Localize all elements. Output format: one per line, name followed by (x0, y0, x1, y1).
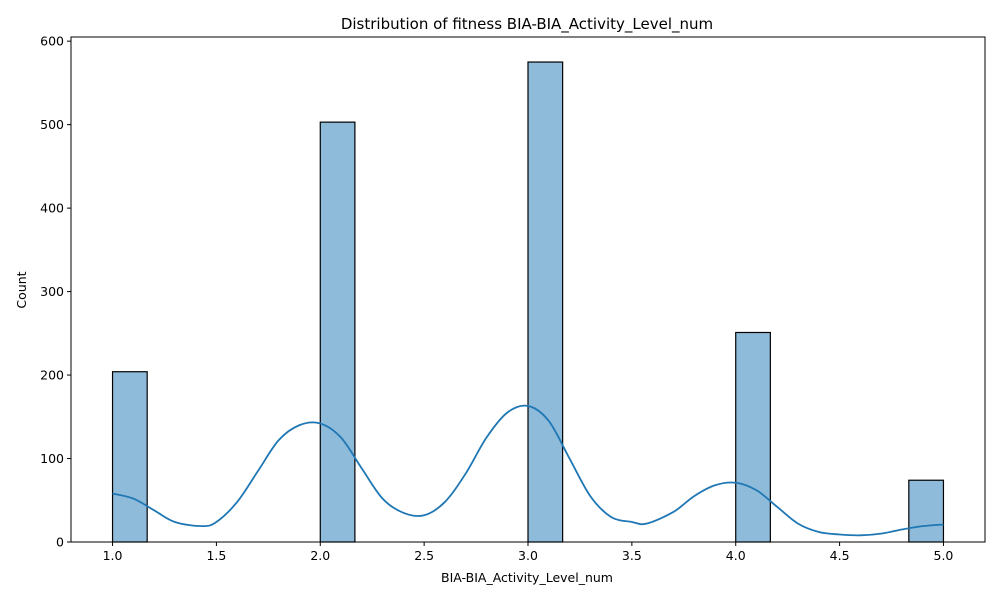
x-tick-label: 4.5 (830, 548, 850, 563)
x-tick-label: 1.0 (103, 548, 123, 563)
kde-curve-group (112, 404, 944, 537)
x-tick-label: 2.5 (414, 548, 434, 563)
y-tick-label: 200 (40, 368, 64, 383)
histogram-bar-4 (735, 331, 771, 543)
y-tick-label: 600 (40, 34, 64, 49)
histogram-bar-2 (319, 121, 356, 543)
x-tick-label: 2.0 (310, 548, 330, 563)
histogram-bar-3 (527, 61, 564, 543)
y-tick-label: 500 (40, 117, 64, 132)
x-axis-ticks: 1.0 1.5 2.0 2.5 3.0 3.5 4.0 4.5 5.0 (103, 542, 954, 563)
x-tick-label: 4.0 (726, 548, 746, 563)
y-tick-label: 400 (40, 201, 64, 216)
x-tick-label: 1.5 (206, 548, 226, 563)
x-tick-label: 3.5 (622, 548, 642, 563)
y-tick-label: 300 (40, 284, 64, 299)
histogram-bar-5 (908, 479, 945, 543)
histogram-bars (111, 61, 945, 543)
x-tick-label: 5.0 (934, 548, 954, 563)
x-tick-label: 3.0 (518, 548, 538, 563)
histogram-bar-1 (111, 371, 148, 543)
y-tick-label: 100 (40, 451, 64, 466)
x-axis-label: BIA-BIA_Activity_Level_num (441, 570, 613, 585)
y-tick-label: 0 (56, 535, 64, 550)
y-axis-label: Count (14, 271, 29, 308)
kde-curve (112, 404, 944, 537)
y-axis-ticks: 0 100 200 300 400 500 600 (40, 34, 71, 550)
chart-title: Distribution of fitness BIA-BIA_Activity… (341, 15, 713, 34)
